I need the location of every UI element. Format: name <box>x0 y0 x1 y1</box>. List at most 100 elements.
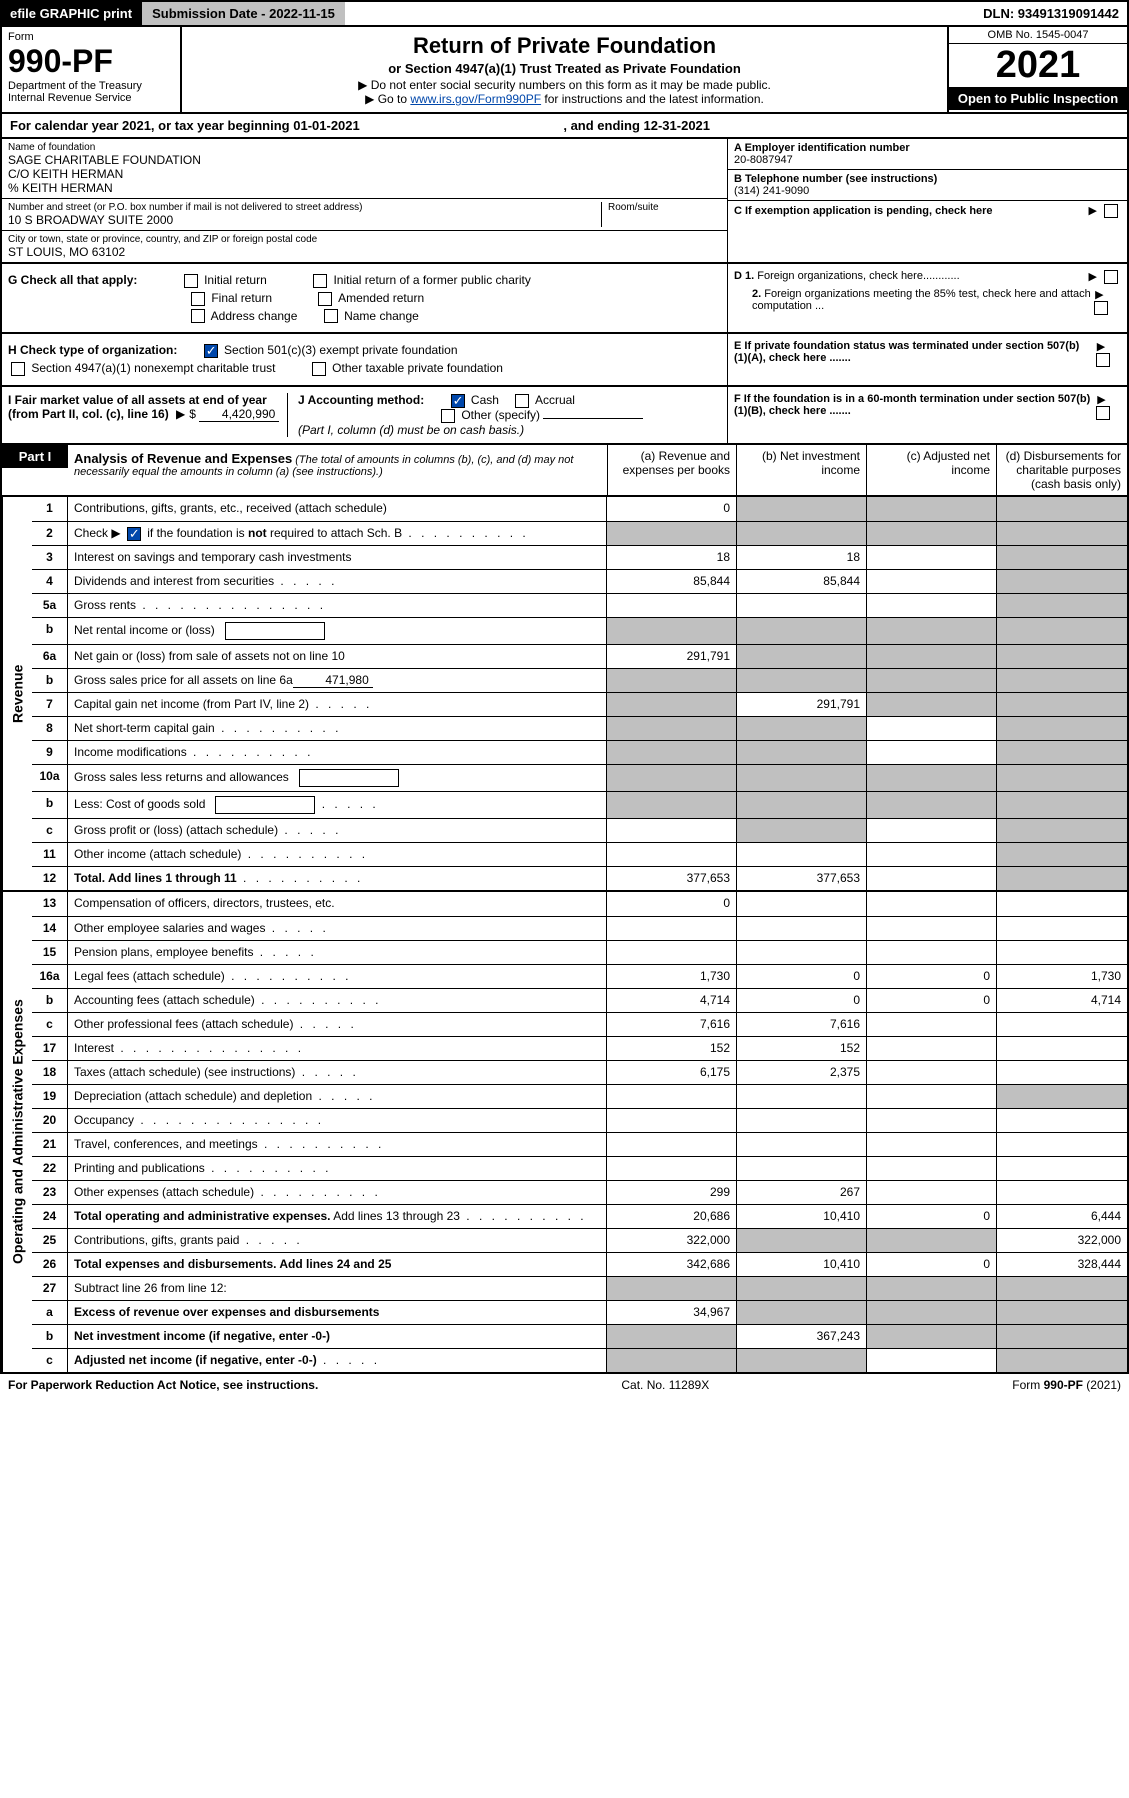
g-label: G Check all that apply: <box>8 273 137 287</box>
table-row: bGross sales price for all assets on lin… <box>32 668 1127 692</box>
footer: For Paperwork Reduction Act Notice, see … <box>0 1374 1129 1396</box>
row-description: Legal fees (attach schedule) <box>68 965 607 988</box>
f-checkbox[interactable] <box>1096 406 1110 420</box>
data-cell-c: 0 <box>867 1205 997 1228</box>
foundation-name: SAGE CHARITABLE FOUNDATION <box>8 153 721 167</box>
data-cell-d <box>997 717 1127 740</box>
4947-checkbox[interactable] <box>11 362 25 376</box>
data-cell-b <box>737 1349 867 1372</box>
row-number: 17 <box>32 1037 68 1060</box>
row-number: 20 <box>32 1109 68 1132</box>
info-section: Name of foundation SAGE CHARITABLE FOUND… <box>0 139 1129 264</box>
data-cell-a: 0 <box>607 497 737 521</box>
g-checks: G Check all that apply: Initial return I… <box>2 264 727 332</box>
col-d-header: (d) Disbursements for charitable purpose… <box>997 445 1127 495</box>
part1-table: Revenue 1Contributions, gifts, grants, e… <box>0 497 1129 1374</box>
table-row: 3Interest on savings and temporary cash … <box>32 545 1127 569</box>
data-cell-c <box>867 594 997 617</box>
g-address: Address change <box>211 309 298 323</box>
data-cell-b <box>737 892 867 916</box>
row-number: 25 <box>32 1229 68 1252</box>
table-row: 5aGross rents <box>32 593 1127 617</box>
data-cell-d <box>997 917 1127 940</box>
data-cell-d <box>997 843 1127 866</box>
amended-checkbox[interactable] <box>318 292 332 306</box>
check-section-h: H Check type of organization: Section 50… <box>0 334 1129 387</box>
data-cell-d <box>997 867 1127 890</box>
data-cell-a <box>607 1277 737 1300</box>
accrual-checkbox[interactable] <box>515 394 529 408</box>
row-description: Net short-term capital gain <box>68 717 607 740</box>
form-subtitle: or Section 4947(a)(1) Trust Treated as P… <box>188 61 941 76</box>
data-cell-b <box>737 1157 867 1180</box>
501c3-checkbox[interactable] <box>204 344 218 358</box>
arrow-icon: ▶ <box>1089 204 1097 217</box>
header-left: efile GRAPHIC print Submission Date - 20… <box>2 2 345 25</box>
data-cell-c: 0 <box>867 989 997 1012</box>
dln: DLN: 93491319091442 <box>975 2 1127 25</box>
instr2-post: for instructions and the latest informat… <box>541 92 764 106</box>
schb-checkbox[interactable] <box>127 527 141 541</box>
addr: 10 S BROADWAY SUITE 2000 <box>8 213 601 227</box>
data-cell-c <box>867 1181 997 1204</box>
table-row: 24Total operating and administrative exp… <box>32 1204 1127 1228</box>
part1-label: Part I <box>2 445 68 468</box>
data-cell-d <box>997 892 1127 916</box>
ein-label: A Employer identification number <box>734 142 1121 154</box>
inline-value: 471,980 <box>293 673 373 688</box>
data-cell-a <box>607 1349 737 1372</box>
row-description: Taxes (attach schedule) (see instruction… <box>68 1061 607 1084</box>
data-cell-b: 10,410 <box>737 1205 867 1228</box>
c-checkbox[interactable] <box>1104 204 1118 218</box>
cash-checkbox[interactable] <box>451 394 465 408</box>
j-cash: Cash <box>471 393 499 407</box>
initial-former-checkbox[interactable] <box>313 274 327 288</box>
table-row: 22Printing and publications <box>32 1156 1127 1180</box>
h-4947: Section 4947(a)(1) nonexempt charitable … <box>31 361 275 375</box>
cal-begin: 01-01-2021 <box>293 118 360 133</box>
g-final: Final return <box>211 291 272 305</box>
efile-print-button[interactable]: efile GRAPHIC print <box>2 2 140 25</box>
form-label: Form <box>8 31 174 43</box>
row-number: 21 <box>32 1133 68 1156</box>
form-header-left: Form 990-PF Department of the Treasury I… <box>2 27 182 112</box>
row-number: c <box>32 1013 68 1036</box>
city-label: City or town, state or province, country… <box>8 234 721 245</box>
data-cell-b: 291,791 <box>737 693 867 716</box>
row-description: Other income (attach schedule) <box>68 843 607 866</box>
data-cell-a <box>607 819 737 842</box>
table-row: 14Other employee salaries and wages <box>32 916 1127 940</box>
g-name: Name change <box>344 309 419 323</box>
data-cell-c <box>867 1013 997 1036</box>
row-number: 16a <box>32 965 68 988</box>
data-cell-c: 0 <box>867 965 997 988</box>
data-cell-d <box>997 693 1127 716</box>
address-checkbox[interactable] <box>191 309 205 323</box>
name-checkbox[interactable] <box>324 309 338 323</box>
data-cell-a <box>607 941 737 964</box>
data-cell-b <box>737 765 867 791</box>
data-cell-a <box>607 741 737 764</box>
data-cell-a: 34,967 <box>607 1301 737 1324</box>
data-cell-c <box>867 522 997 545</box>
initial-checkbox[interactable] <box>184 274 198 288</box>
data-cell-c <box>867 1301 997 1324</box>
data-cell-c <box>867 1133 997 1156</box>
other-method-checkbox[interactable] <box>441 409 455 423</box>
d1-checkbox[interactable] <box>1104 270 1118 284</box>
data-cell-b <box>737 819 867 842</box>
other-taxable-checkbox[interactable] <box>312 362 326 376</box>
c-cell: C If exemption application is pending, c… <box>728 201 1127 221</box>
data-cell-a <box>607 765 737 791</box>
table-row: bLess: Cost of goods sold <box>32 791 1127 818</box>
d2-checkbox[interactable] <box>1094 301 1108 315</box>
data-cell-b <box>737 843 867 866</box>
data-cell-a <box>607 1157 737 1180</box>
irs-link[interactable]: www.irs.gov/Form990PF <box>410 92 541 106</box>
i-value: 4,420,990 <box>199 407 279 422</box>
row-number: 22 <box>32 1157 68 1180</box>
e-checkbox[interactable] <box>1096 353 1110 367</box>
row-description: Gross profit or (loss) (attach schedule) <box>68 819 607 842</box>
footer-right: Form 990-PF (2021) <box>1012 1378 1121 1392</box>
final-checkbox[interactable] <box>191 292 205 306</box>
